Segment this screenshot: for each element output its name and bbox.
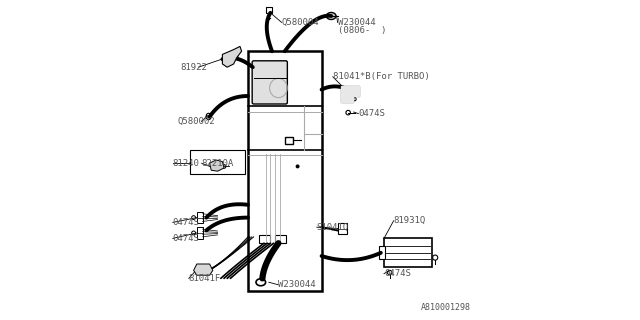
Text: 0474S: 0474S: [173, 234, 200, 243]
Bar: [259, 235, 270, 243]
Ellipse shape: [192, 216, 196, 220]
Text: Q580004: Q580004: [282, 18, 319, 27]
Text: 81041F: 81041F: [189, 274, 221, 283]
Bar: [266, 7, 272, 13]
Polygon shape: [210, 160, 224, 171]
Bar: [384, 238, 432, 267]
Text: 81240: 81240: [173, 159, 200, 168]
Ellipse shape: [256, 279, 266, 286]
Text: 81931Q: 81931Q: [394, 216, 426, 225]
Ellipse shape: [388, 270, 392, 275]
Bar: [338, 223, 348, 234]
Text: 0474S: 0474S: [358, 109, 385, 118]
Bar: [191, 150, 245, 174]
Ellipse shape: [344, 89, 347, 93]
Bar: [197, 227, 202, 239]
FancyBboxPatch shape: [252, 61, 287, 104]
Ellipse shape: [222, 164, 226, 168]
Text: 0474S: 0474S: [173, 218, 200, 227]
Text: 0474S: 0474S: [384, 269, 411, 278]
Text: W230044: W230044: [338, 18, 375, 27]
Bar: [275, 235, 287, 243]
Text: 81922: 81922: [181, 63, 207, 72]
Ellipse shape: [206, 113, 211, 120]
Text: (0806-  ): (0806- ): [338, 26, 386, 35]
Polygon shape: [193, 264, 212, 275]
Text: 81041*B(For TURBO): 81041*B(For TURBO): [333, 72, 429, 81]
Bar: [285, 137, 293, 144]
Text: S1041Q: S1041Q: [317, 223, 349, 232]
Ellipse shape: [192, 231, 196, 235]
Text: 82210A: 82210A: [202, 159, 234, 168]
Ellipse shape: [346, 110, 351, 115]
Ellipse shape: [296, 165, 299, 168]
Ellipse shape: [433, 255, 438, 260]
Text: W230044: W230044: [278, 280, 316, 289]
Text: Q580002: Q580002: [178, 117, 215, 126]
Polygon shape: [342, 86, 359, 102]
Bar: [197, 212, 202, 223]
Text: A810001298: A810001298: [420, 303, 470, 312]
Ellipse shape: [354, 98, 356, 101]
Bar: [379, 246, 385, 259]
Bar: [248, 51, 322, 291]
Polygon shape: [223, 46, 242, 67]
Ellipse shape: [326, 12, 336, 20]
